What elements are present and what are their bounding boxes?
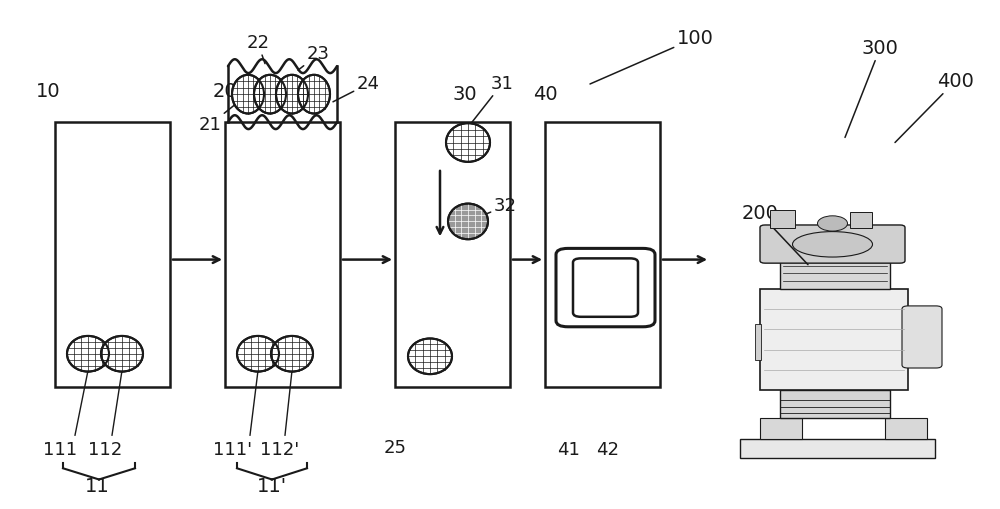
Ellipse shape	[254, 75, 286, 114]
Bar	[770, 210, 795, 228]
Ellipse shape	[237, 336, 279, 372]
Ellipse shape	[276, 75, 308, 114]
Bar	[55, 122, 170, 387]
Text: 300: 300	[845, 39, 898, 137]
Text: 11': 11'	[257, 476, 287, 496]
Bar	[850, 212, 872, 228]
Ellipse shape	[101, 336, 143, 372]
Text: 111: 111	[43, 441, 77, 460]
Bar	[760, 289, 908, 390]
Text: 41: 41	[557, 441, 579, 460]
Text: 112': 112'	[260, 441, 300, 460]
FancyBboxPatch shape	[760, 225, 905, 263]
Text: 200: 200	[742, 204, 808, 265]
Bar	[885, 418, 927, 439]
Text: 23: 23	[298, 45, 330, 70]
FancyBboxPatch shape	[573, 259, 638, 317]
Text: 31: 31	[470, 75, 513, 125]
Text: 111': 111'	[213, 441, 253, 460]
Ellipse shape	[792, 232, 872, 257]
Text: 30: 30	[453, 84, 477, 104]
Text: 40: 40	[533, 84, 557, 104]
FancyBboxPatch shape	[556, 248, 655, 327]
Bar	[780, 390, 890, 418]
Bar	[780, 261, 890, 289]
FancyBboxPatch shape	[902, 306, 942, 368]
Ellipse shape	[232, 75, 264, 114]
Ellipse shape	[67, 336, 109, 372]
Text: 100: 100	[590, 29, 713, 84]
Text: 42: 42	[596, 441, 620, 460]
Text: 22: 22	[246, 34, 270, 64]
Text: 25: 25	[384, 439, 406, 457]
Bar	[755, 324, 761, 360]
Bar	[545, 122, 660, 387]
Ellipse shape	[408, 338, 452, 374]
Ellipse shape	[446, 123, 490, 162]
Text: 11: 11	[85, 476, 109, 496]
Bar	[225, 122, 340, 387]
Text: 400: 400	[895, 72, 973, 143]
Ellipse shape	[448, 204, 488, 239]
Bar	[760, 418, 802, 439]
Text: 24: 24	[333, 75, 380, 102]
Ellipse shape	[271, 336, 313, 372]
Bar	[395, 122, 510, 387]
Text: 20: 20	[213, 82, 237, 101]
Bar	[740, 439, 935, 458]
Text: 10: 10	[36, 82, 60, 101]
Text: 112: 112	[88, 441, 122, 460]
Text: 21: 21	[199, 94, 248, 134]
Text: 32: 32	[472, 197, 516, 220]
Ellipse shape	[298, 75, 330, 114]
Circle shape	[818, 216, 848, 231]
